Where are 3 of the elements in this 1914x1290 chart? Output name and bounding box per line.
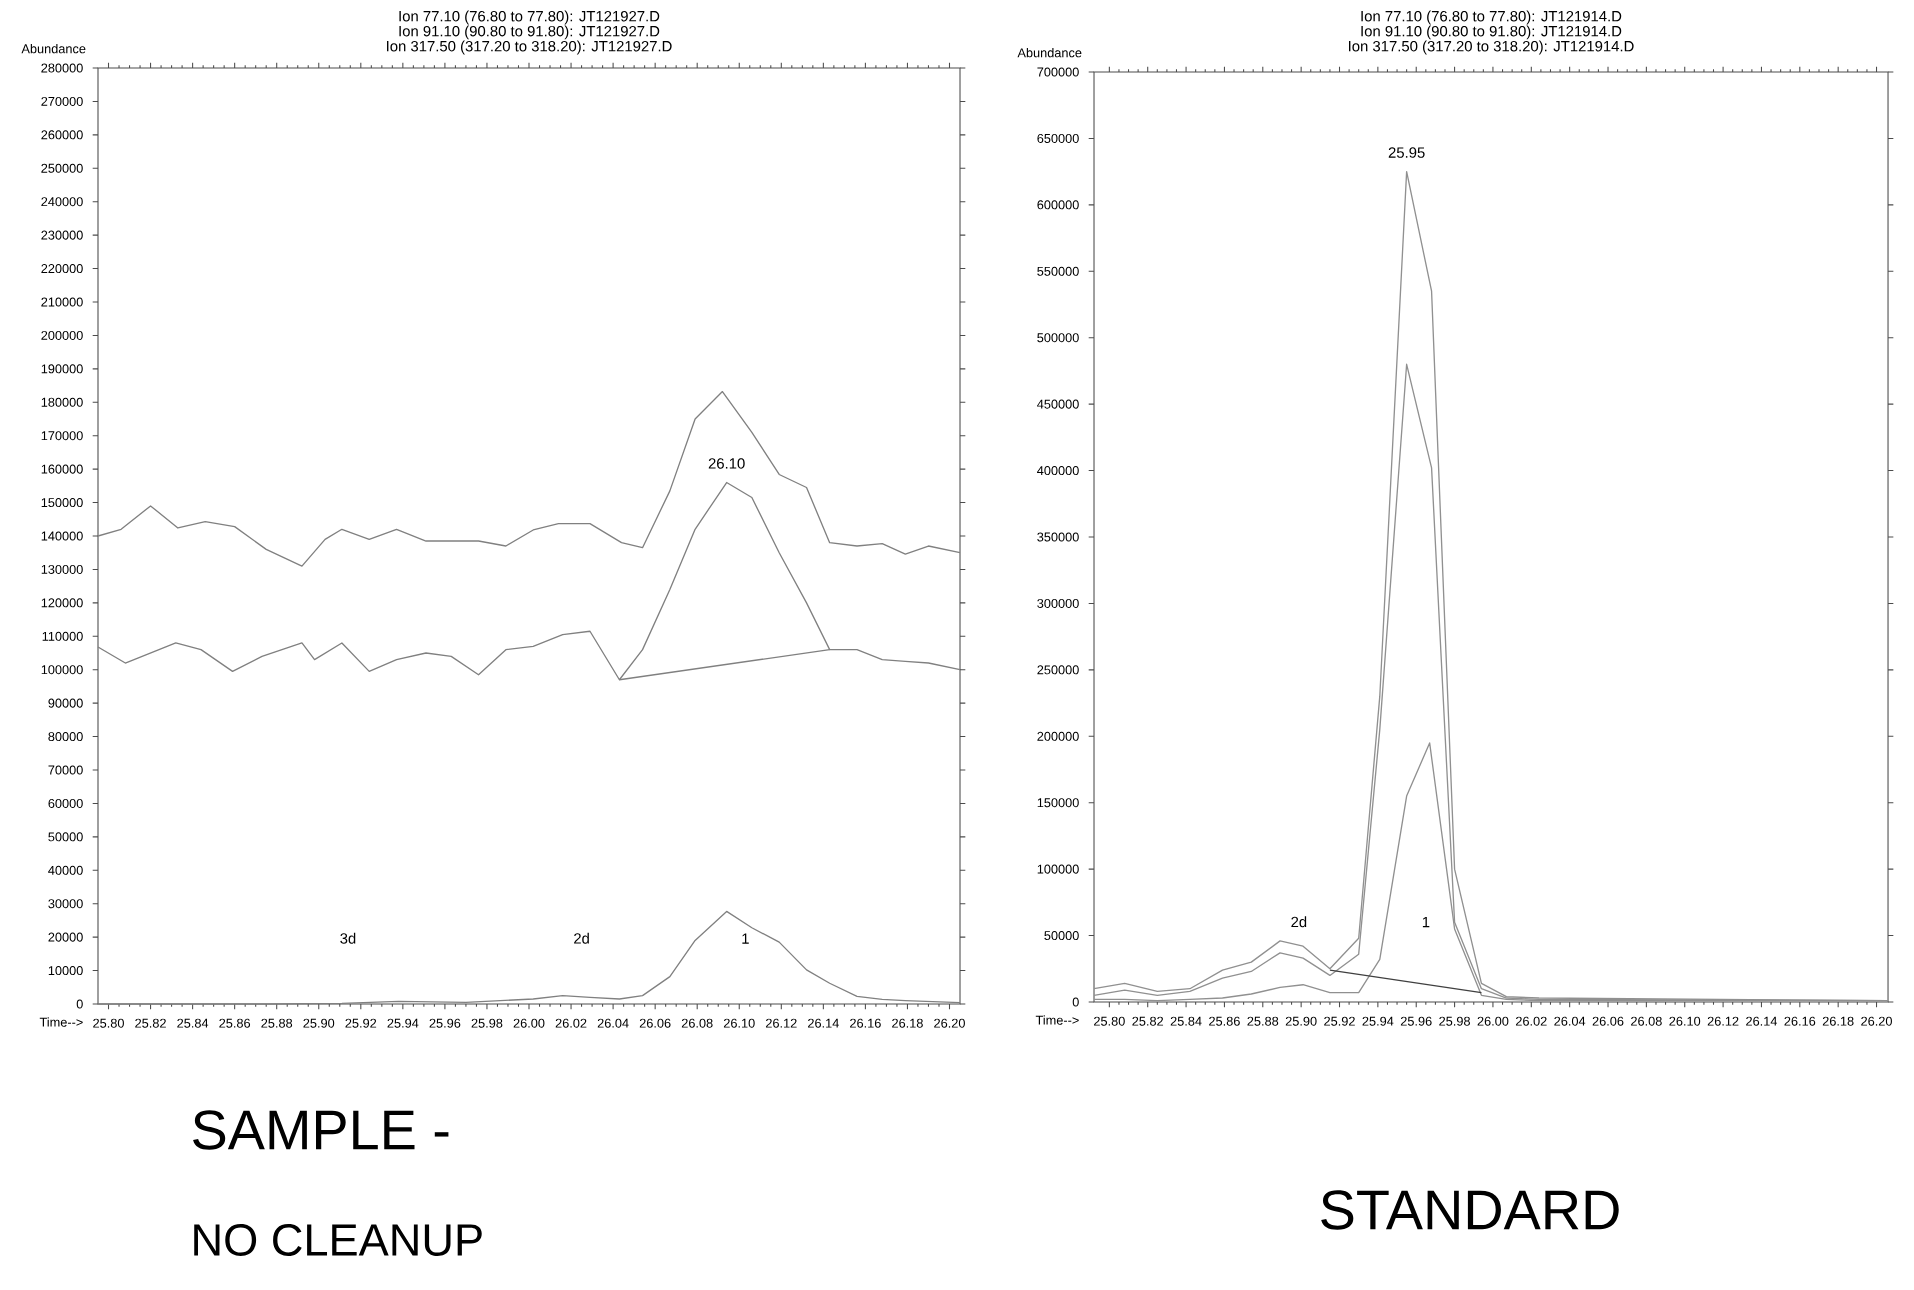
text: NO CLEANUP [194, 1224, 482, 1257]
text: STANDARD [1321, 1190, 1619, 1230]
text: SAMPLE - [193, 1110, 449, 1150]
